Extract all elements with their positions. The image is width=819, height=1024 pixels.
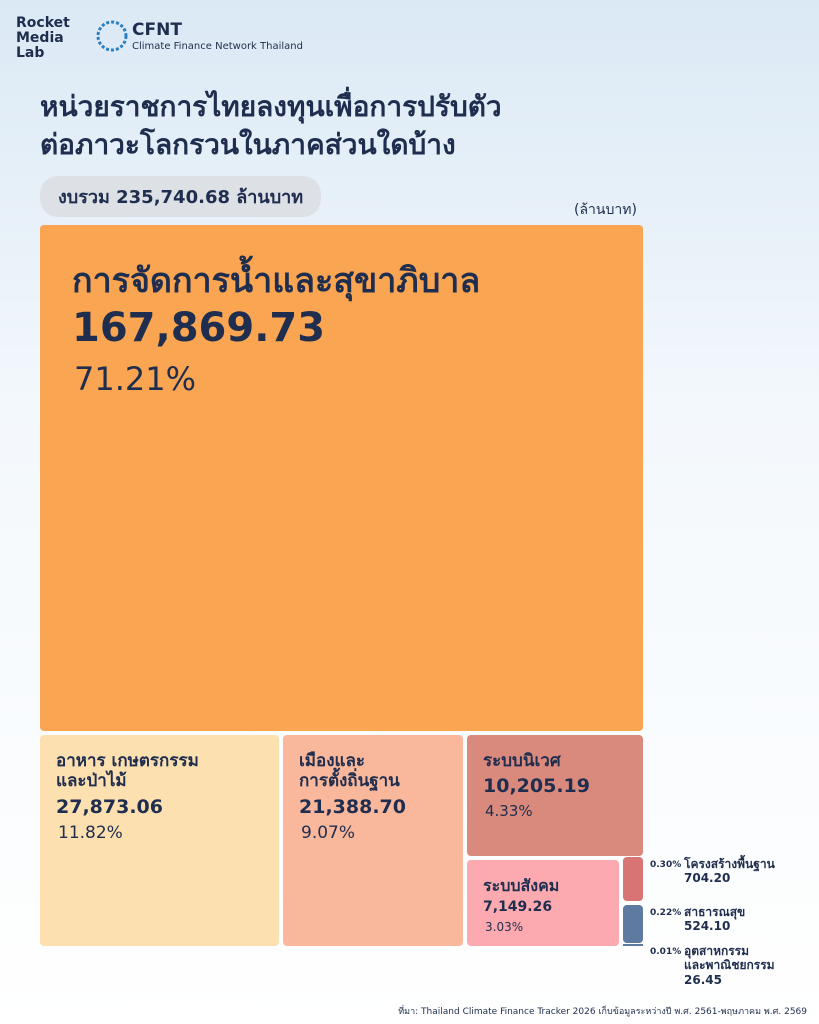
tile-name: อาหาร เกษตรกรรม และป่าไม้ (56, 751, 199, 792)
tile-value: 27,873.06 (56, 795, 163, 818)
brand-line: Lab (16, 45, 45, 61)
tile-value: 21,388.70 (299, 795, 406, 818)
tile-value: 26.45 (684, 972, 722, 987)
tile-share: 0.22% (650, 908, 682, 918)
tile (467, 860, 619, 946)
brand: Rocket Media Lab (16, 16, 70, 61)
tile-share: 0.01% (650, 947, 682, 957)
tile-name: สาธารณสุข (684, 905, 746, 919)
tile-name: เมืองและ การตั้งถิ่นฐาน (299, 751, 400, 792)
source: ที่มา: Thailand Climate Finance Tracker … (398, 1007, 807, 1017)
tile (40, 735, 279, 946)
tile-share: 11.82% (58, 822, 123, 843)
tile-value: 524.10 (684, 919, 731, 934)
tile (623, 905, 643, 943)
subtitle: งบรวม 235,740.68 ล้านบาท (40, 176, 322, 217)
tile-name: อุตสาหกรรม และพาณิชยกรรม (684, 944, 775, 973)
tile (283, 735, 463, 946)
title-line: หน่วยราชการไทยลงทุนเพื่อการปรับตัว (40, 90, 502, 123)
tile-share: 9.07% (301, 822, 356, 843)
brand-line: Rocket (16, 15, 70, 31)
tile (40, 225, 643, 731)
tile-value: 167,869.73 (72, 304, 326, 351)
partner: CFNT (132, 20, 182, 40)
tile-name: ระบบสังคม (483, 876, 560, 895)
partner-logo (96, 20, 128, 52)
tile-name: โครงสร้างพื้นฐาน (684, 857, 775, 871)
tile-value: 704.20 (684, 871, 731, 886)
unit: (ล้านบาท) (574, 202, 637, 218)
tile-share: 4.33% (485, 802, 533, 821)
tile-value: 10,205.19 (483, 775, 590, 798)
title-line: ต่อภาวะโลกรวนในภาคส่วนใดบ้าง (40, 128, 456, 161)
tile-share: 0.30% (650, 860, 682, 870)
tile-name: ระบบนิเวศ (483, 751, 561, 771)
tile (623, 857, 643, 901)
tile-value: 7,149.26 (483, 899, 553, 916)
title: หน่วยราชการไทยลงทุนเพื่อการปรับตัว ต่อภา… (40, 88, 502, 164)
tile (467, 735, 643, 856)
brand-line: Media (16, 30, 64, 46)
tile-share: 3.03% (485, 920, 524, 934)
tile (623, 944, 643, 946)
tile-name: การจัดการน้ำและสุขาภิบาล (72, 261, 481, 301)
tile-share: 71.21% (74, 359, 197, 398)
partner-full: Climate Finance Network Thailand (132, 41, 303, 52)
